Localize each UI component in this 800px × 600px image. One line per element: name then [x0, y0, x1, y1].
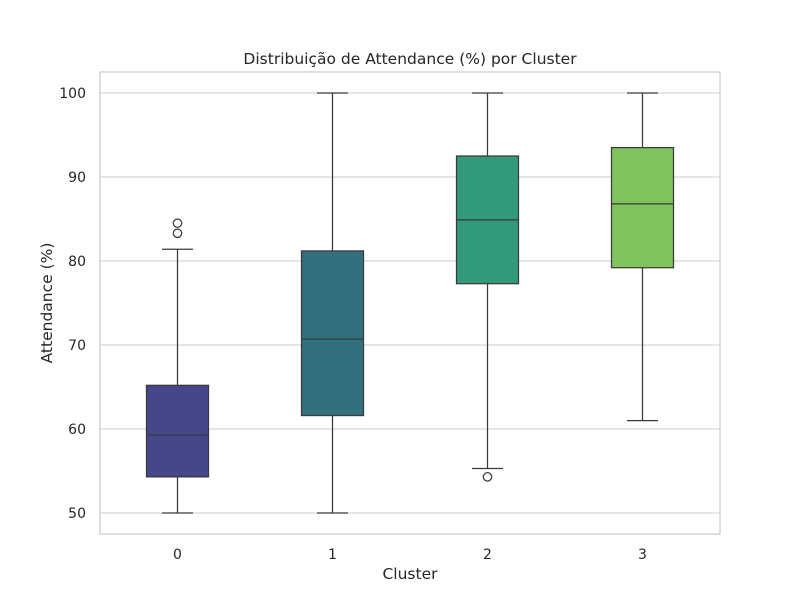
iqr-box	[300, 250, 365, 417]
y-tick-label: 80	[68, 254, 86, 270]
iqr-box	[145, 384, 210, 478]
outlier-point	[172, 218, 183, 229]
y-tick-label: 50	[68, 506, 86, 522]
y-tick-label: 70	[68, 338, 86, 354]
plot-frame	[99, 71, 721, 535]
box-cluster-3	[610, 92, 675, 422]
x-tick-label: 0	[173, 547, 182, 563]
x-axis-ticks: 0 1 2 3	[173, 547, 647, 563]
outlier-point	[482, 472, 493, 482]
x-tick-label: 2	[483, 547, 492, 563]
box-cluster-2	[455, 92, 520, 482]
box-cluster-0	[145, 218, 210, 514]
box-series	[145, 92, 675, 514]
x-tick-label: 3	[638, 547, 647, 563]
x-axis-label: Cluster	[382, 565, 438, 583]
y-tick-label: 90	[68, 170, 86, 186]
box-cluster-1	[300, 92, 365, 514]
outlier-point	[172, 228, 183, 239]
iqr-box	[610, 146, 675, 269]
x-tick-label: 1	[328, 547, 337, 563]
y-axis-ticks: 50 60 70 80 90 100	[59, 86, 86, 522]
y-axis-label: Attendance (%)	[38, 243, 56, 364]
y-tick-label: 100	[59, 86, 86, 102]
y-tick-label: 60	[68, 422, 86, 438]
chart-title: Distribuição de Attendance (%) por Clust…	[243, 50, 577, 68]
